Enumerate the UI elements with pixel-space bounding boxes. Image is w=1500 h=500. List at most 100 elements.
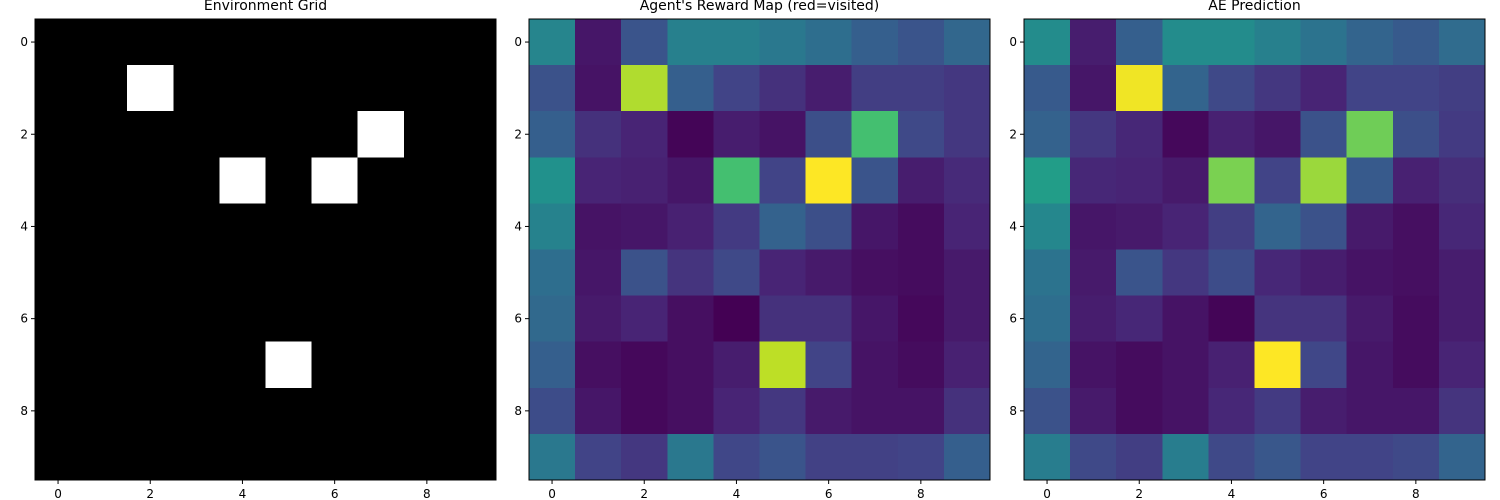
heatmap-cell	[1300, 249, 1348, 297]
heatmap-cell	[943, 341, 991, 389]
heatmap-cell	[943, 157, 991, 204]
heatmap-cell	[35, 341, 82, 389]
heatmap-cell	[265, 111, 313, 158]
heatmap-cell	[667, 295, 714, 343]
heatmap-cell	[357, 111, 405, 158]
heatmap-cell	[1346, 341, 1394, 389]
heatmap-cell	[805, 295, 853, 343]
x-tick-label: 4	[1228, 487, 1236, 500]
heatmap-cell	[713, 157, 761, 204]
heatmap-cell	[265, 295, 313, 343]
x-tick-label: 0	[1043, 487, 1051, 500]
heatmap-cell	[403, 249, 451, 297]
heatmap-cell	[81, 19, 128, 66]
heatmap-cell	[667, 433, 714, 481]
heatmap-cell	[357, 203, 405, 251]
heatmap-cell	[1346, 433, 1394, 481]
heatmap-cell	[621, 65, 668, 112]
x-tick-label: 2	[146, 487, 154, 500]
heatmap-cell	[127, 341, 174, 389]
heatmap-cell	[575, 19, 622, 66]
heatmap-cell	[1070, 203, 1117, 251]
heatmap-cell	[1116, 203, 1163, 251]
heatmap-cell	[403, 433, 451, 481]
heatmap-cell	[311, 433, 359, 481]
heatmap-cell	[265, 65, 313, 112]
heatmap-cell	[759, 65, 807, 112]
heatmap-cell	[897, 203, 945, 251]
heatmap-cell	[1024, 249, 1071, 297]
heatmap-cell	[449, 249, 497, 297]
heatmap-cell	[943, 65, 991, 112]
heatmap-cell	[81, 249, 128, 297]
heatmap-cell	[127, 65, 174, 112]
heatmap-cell	[1116, 19, 1163, 66]
heatmap-cell	[713, 19, 761, 66]
heatmap-cell	[851, 387, 899, 435]
heatmap-cell	[265, 387, 313, 435]
heatmap-cell	[1162, 111, 1209, 158]
heatmap-cell	[713, 65, 761, 112]
heatmap-cell	[713, 341, 761, 389]
heatmap-cell	[357, 19, 405, 66]
heatmap-cell	[265, 341, 313, 389]
heatmap-cell	[81, 387, 128, 435]
heatmap-cell	[35, 65, 82, 112]
heatmap-cell	[35, 203, 82, 251]
heatmap-cell	[1116, 341, 1163, 389]
heatmap-cell	[897, 111, 945, 158]
heatmap-cell	[1346, 65, 1394, 112]
heatmap-cell	[805, 387, 853, 435]
heatmap-cell	[173, 433, 220, 481]
heatmap-cell	[219, 157, 267, 204]
heatmap-cell	[219, 111, 267, 158]
heatmap-cell	[449, 387, 497, 435]
y-tick-label: 2	[1009, 127, 1017, 141]
heatmap-cell	[575, 433, 622, 481]
heatmap-cell	[1116, 249, 1163, 297]
heatmap-cell	[575, 111, 622, 158]
heatmap-cell	[1208, 157, 1256, 204]
heatmap-cell	[35, 157, 82, 204]
heatmap-cell	[805, 341, 853, 389]
heatmap-cell	[667, 65, 714, 112]
heatmap-cell	[1254, 387, 1302, 435]
heatmap-cell	[667, 111, 714, 158]
heatmap-cell	[1300, 387, 1348, 435]
y-tick-label: 8	[1009, 404, 1017, 418]
heatmap-cell	[1438, 295, 1486, 343]
heatmap-cell	[805, 433, 853, 481]
heatmap-cell	[173, 341, 220, 389]
heatmap-cell	[943, 249, 991, 297]
heatmap-cell	[127, 157, 174, 204]
heatmap-cell	[403, 65, 451, 112]
x-tick-label: 0	[548, 487, 556, 500]
heatmap-cell	[1346, 111, 1394, 158]
heatmap-cell	[759, 19, 807, 66]
heatmap-cell	[127, 387, 174, 435]
y-tick-label: 8	[514, 404, 522, 418]
heatmap-cell	[529, 341, 576, 389]
heatmap-cell	[1116, 295, 1163, 343]
heatmap-cell	[667, 19, 714, 66]
heatmap-cell	[1024, 19, 1071, 66]
heatmap-cell	[1162, 19, 1209, 66]
heatmap-cell	[851, 433, 899, 481]
heatmap-cell	[1070, 387, 1117, 435]
x-tick-label: 6	[331, 487, 339, 500]
x-tick-label: 6	[825, 487, 833, 500]
heatmap-cell	[35, 111, 82, 158]
heatmap-cell	[575, 295, 622, 343]
heatmap-cell	[1392, 295, 1440, 343]
heatmap-cell	[1346, 203, 1394, 251]
x-tick-label: 8	[917, 487, 925, 500]
heatmap-cell	[713, 111, 761, 158]
heatmap-cell	[357, 295, 405, 343]
heatmap-cell	[1254, 295, 1302, 343]
heatmap-cell	[1438, 433, 1486, 481]
heatmap-cell	[219, 65, 267, 112]
heatmap-cell	[449, 341, 497, 389]
heatmap-cell	[621, 249, 668, 297]
heatmap-cell	[759, 157, 807, 204]
heatmap-cell	[311, 19, 359, 66]
